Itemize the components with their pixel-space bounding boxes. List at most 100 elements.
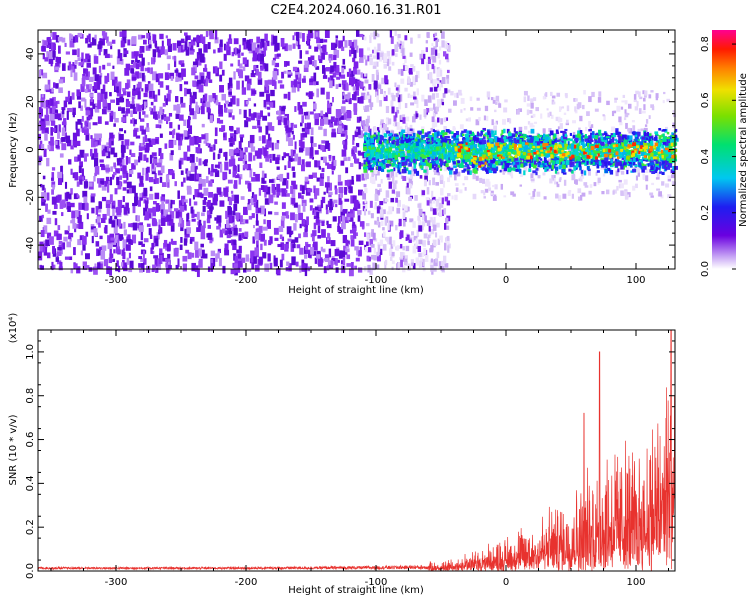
heatmap-cell [376,72,379,80]
heatmap-cell [323,266,327,274]
heatmap-cell [540,135,545,139]
heatmap-cell [430,127,433,133]
heatmap-cell [279,173,284,182]
heatmap-cell [302,136,305,141]
heatmap-cell [626,113,630,116]
heatmap-cell [338,198,342,205]
heatmap-cell [589,184,593,188]
heatmap-cell [78,202,82,210]
heatmap-cell [84,121,88,126]
heatmap-cell [123,262,128,270]
heatmap-cell [228,77,233,87]
heatmap-cell [430,245,434,251]
heatmap-cell [399,134,403,140]
heatmap-cell [555,129,559,133]
heatmap-cell [167,43,172,52]
heatmap-cell [421,144,424,150]
heatmap-cell [290,149,293,158]
heatmap-cell [443,126,447,134]
heatmap-cell [206,218,211,224]
heatmap-cell [494,184,498,190]
heatmap-cell [386,50,391,57]
heatmap-cell [292,134,295,140]
heatmap-cell [168,203,172,213]
heatmap-cell [405,245,410,252]
heatmap-cell [363,208,367,216]
heatmap-cell [375,33,380,38]
heatmap-cell [217,47,221,53]
heatmap-cell [384,75,388,83]
heatmap-cell [444,88,448,94]
heatmap-cell [353,49,357,59]
heatmap-cell [400,78,405,84]
heatmap-cell [373,254,378,261]
heatmap-cell [374,169,378,174]
heatmap-cell [125,244,131,251]
heatmap-cell [528,192,531,196]
heatmap-cell [412,236,415,243]
heatmap-cell [645,119,649,124]
heatmap-cell [253,103,257,107]
heatmap-cell [208,108,211,113]
heatmap-cell [421,190,426,196]
heatmap-cell [189,92,192,98]
heatmap-cell [360,120,366,127]
heatmap-cell [195,105,200,113]
heatmap-cell [354,131,358,138]
heatmap-cell [307,188,313,193]
heatmap-cell [667,194,672,199]
heatmap-cell [526,161,530,166]
heatmap-cell [135,63,140,70]
heatmap-cell [369,238,374,246]
heatmap-cell [391,106,395,114]
heatmap-cell [71,210,76,219]
heatmap-cell [312,208,315,213]
heatmap-cell [125,111,129,117]
heatmap-cell [255,173,260,182]
heatmap-cell [581,151,585,155]
heatmap-cell [194,189,200,198]
heatmap-cell [241,52,244,56]
heatmap-cell [174,139,177,146]
heatmap-cell [341,149,347,157]
heatmap-cell [430,265,434,272]
heatmap-cell [412,76,415,84]
heatmap-cell [330,240,336,247]
heatmap-cell [324,182,330,188]
heatmap-cell [537,175,541,179]
heatmap-cell [166,214,172,222]
heatmap-cell [430,144,435,148]
heatmap-cell [246,83,251,91]
heatmap-cell [326,220,329,226]
heatmap-cell [264,198,270,205]
heatmap-cell [171,200,175,205]
heatmap-cell [431,196,436,201]
heatmap-cell [57,113,61,117]
heatmap-cell [104,180,109,187]
heatmap-cell [98,181,102,188]
heatmap-cell [52,32,57,40]
heatmap-cell [300,141,305,149]
heatmap-cell [353,66,357,75]
heatmap-cell [463,129,468,133]
heatmap-cell [559,177,562,181]
heatmap-cell [260,110,263,118]
heatmap-cell [109,248,112,257]
heatmap-cell [182,255,188,262]
heatmap-cell [129,260,134,269]
heatmap-cell [156,162,162,168]
heatmap-cell [382,209,386,215]
heatmap-cell [228,214,233,224]
heatmap-cell [178,145,181,151]
heatmap-cell [436,38,440,42]
heatmap-cell [381,77,384,85]
heatmap-cell [276,53,281,57]
heatmap-cell [566,138,571,141]
heatmap-cell [396,246,399,251]
heatmap-cell [404,255,408,261]
heatmap-cell [161,199,165,208]
heatmap-cell [178,114,184,121]
heatmap-cell [76,89,80,97]
heatmap-cell [253,202,257,208]
heatmap-cell [643,127,648,133]
